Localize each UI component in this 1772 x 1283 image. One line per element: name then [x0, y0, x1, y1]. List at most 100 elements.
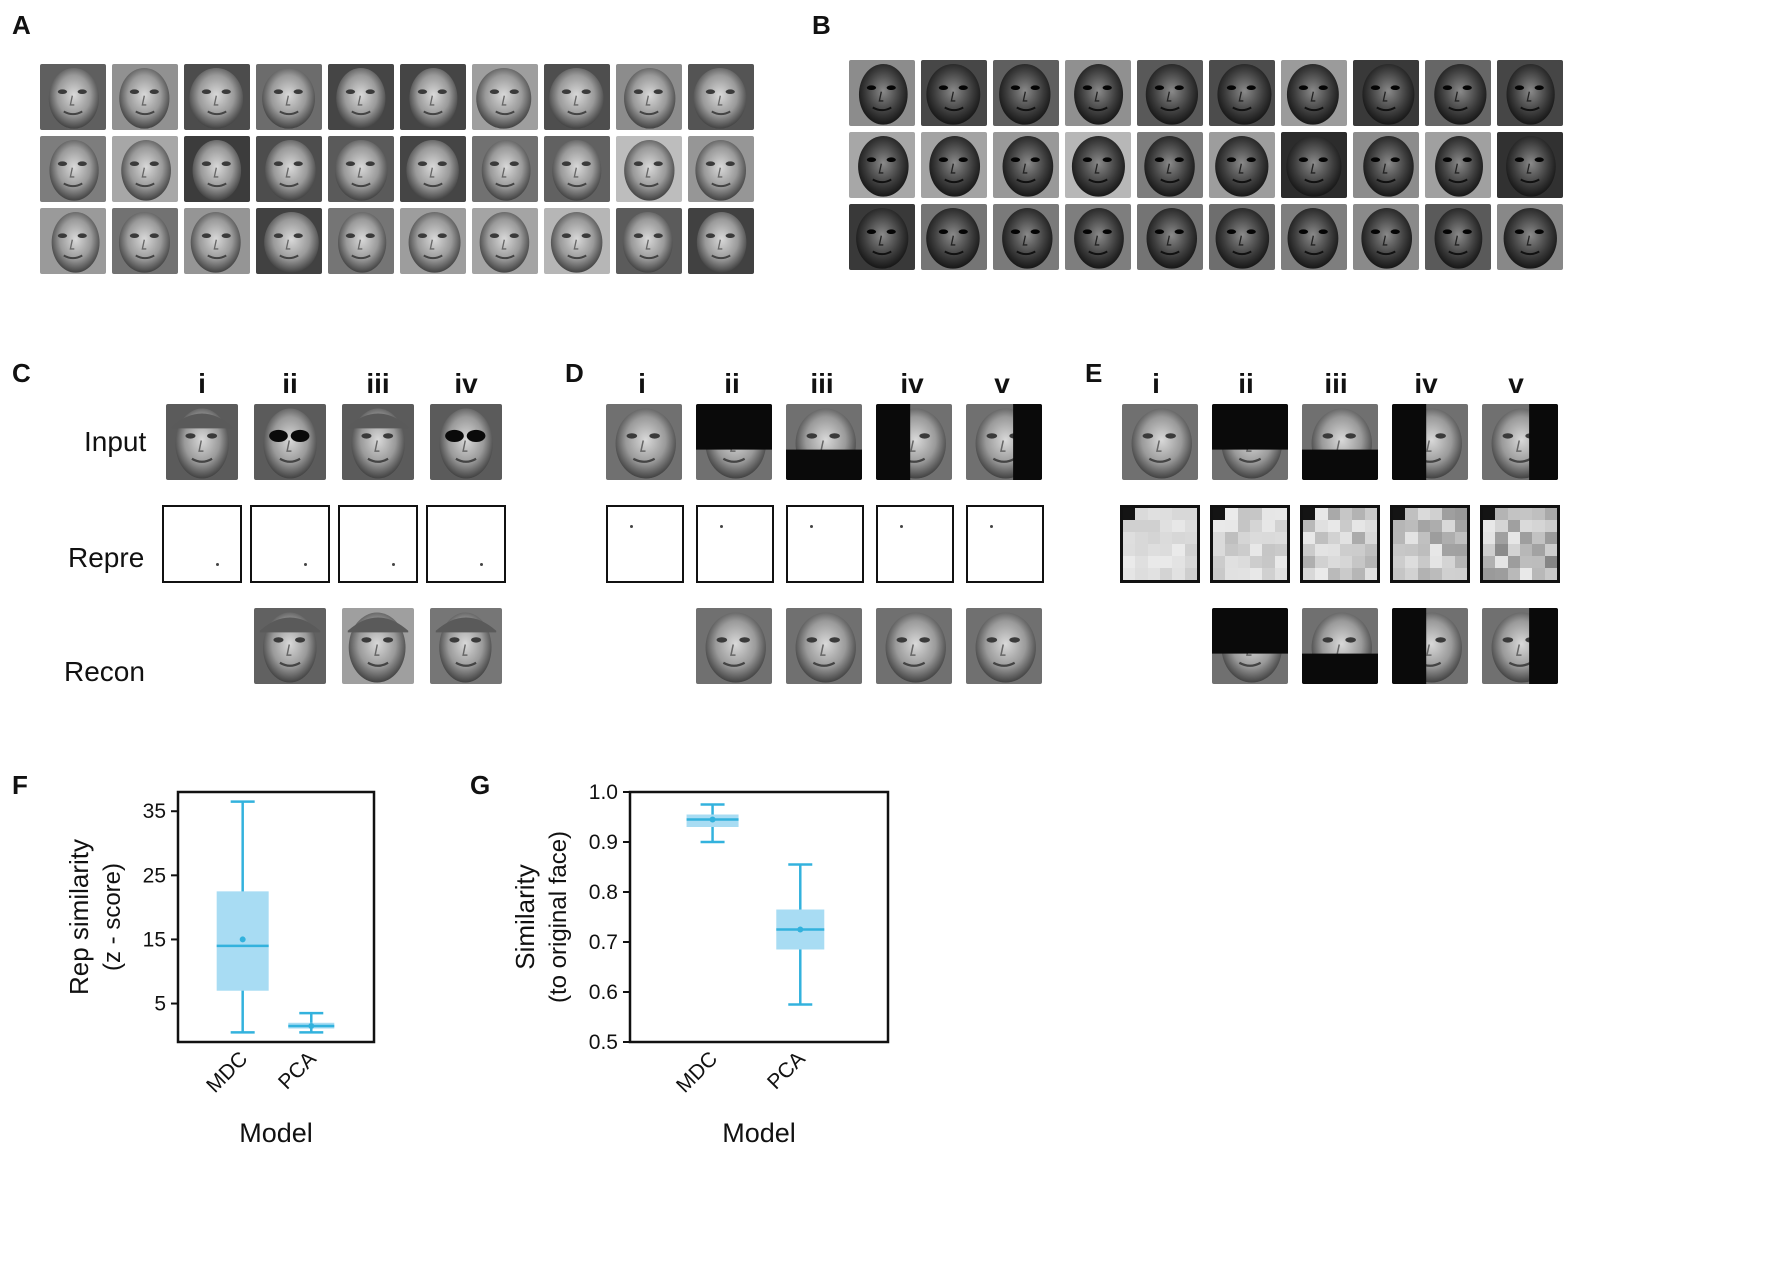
input-face: [876, 404, 952, 480]
panel-label-d: D: [565, 358, 584, 388]
panel-e-col-v: v: [1508, 368, 1524, 399]
panel-label-c: C: [12, 358, 31, 388]
representation-dot: [990, 525, 993, 528]
component-image: [1425, 60, 1491, 126]
representation-dot: [720, 525, 723, 528]
y-tick-label: 0.7: [589, 931, 618, 954]
panel-e-col-iv: iv: [1414, 368, 1438, 399]
face-image: [112, 136, 178, 202]
component-image: [1209, 204, 1275, 270]
face-image: [40, 64, 106, 130]
input-face: [1302, 404, 1378, 480]
representation-dot: [392, 563, 395, 566]
panel-label-g: G: [470, 770, 491, 800]
x-tick-label: MDC: [202, 1047, 252, 1097]
component-image: [1137, 132, 1203, 198]
input-face: [1122, 404, 1198, 480]
face-image: [400, 64, 466, 130]
representation-dot: [900, 525, 903, 528]
input-face: [786, 404, 862, 480]
face-image: [472, 136, 538, 202]
face-image: [400, 208, 466, 274]
panel-e-col-i: i: [1152, 368, 1160, 399]
component-image: [1209, 132, 1275, 198]
y-tick-label: 5: [154, 993, 166, 1016]
representation-dot: [216, 563, 219, 566]
panel-c-col-ii: ii: [282, 368, 298, 399]
face-image: [616, 64, 682, 130]
component-image: [1425, 132, 1491, 198]
representation-mosaic: [1210, 505, 1290, 583]
face-image: [184, 208, 250, 274]
component-image: [1497, 132, 1563, 198]
reconstructed-face: [1302, 608, 1378, 684]
reconstructed-face: [876, 608, 952, 684]
y-tick-label: 0.9: [589, 831, 618, 854]
reconstructed-face: [696, 608, 772, 684]
component-image: [921, 60, 987, 126]
input-face: [342, 404, 414, 480]
y-tick-label: 0.6: [589, 981, 618, 1004]
component-image: [1137, 60, 1203, 126]
component-image: [993, 60, 1059, 126]
face-image: [328, 136, 394, 202]
component-image: [1065, 204, 1131, 270]
reconstructed-face: [1212, 608, 1288, 684]
y-tick-label: 35: [143, 800, 166, 823]
x-tick-label: MDC: [672, 1047, 722, 1097]
component-image: [849, 132, 915, 198]
face-image: [256, 136, 322, 202]
panel-label-b: B: [812, 10, 831, 40]
representation-mosaic: [1300, 505, 1380, 583]
row-label-recon: Recon: [64, 656, 145, 687]
component-image: [921, 204, 987, 270]
face-image: [256, 208, 322, 274]
face-image: [544, 136, 610, 202]
reconstructed-face: [430, 608, 502, 684]
representation-box: [250, 505, 330, 583]
representation-box: [696, 505, 774, 583]
face-image: [184, 136, 250, 202]
face-image: [184, 64, 250, 130]
component-image: [1353, 60, 1419, 126]
component-image: [993, 204, 1059, 270]
reconstructed-face: [342, 608, 414, 684]
x-tick-label: PCA: [763, 1047, 810, 1094]
representation-dot: [480, 563, 483, 566]
representation-dot: [304, 563, 307, 566]
component-image: [1497, 204, 1563, 270]
panel-d-col-ii: ii: [724, 368, 740, 399]
reconstructed-face: [1392, 608, 1468, 684]
component-image: [849, 204, 915, 270]
component-image: [1281, 132, 1347, 198]
y-tick-label: 1.0: [589, 781, 618, 804]
component-image: [1353, 204, 1419, 270]
y-tick-label: 0.5: [589, 1031, 618, 1054]
component-image: [1065, 60, 1131, 126]
panel-c-col-i: i: [198, 368, 206, 399]
component-image: [1353, 132, 1419, 198]
input-face: [966, 404, 1042, 480]
representation-box: [426, 505, 506, 583]
chart-f: 5 15 25 35 MDC PCA Model Rep similarity (z - sco…: [64, 790, 376, 1148]
mean-marker: [239, 936, 246, 943]
plot-frame: [628, 790, 890, 1044]
input-face: [166, 404, 238, 480]
input-face: [1212, 404, 1288, 480]
component-image: [1425, 204, 1491, 270]
face-image: [40, 208, 106, 274]
component-image: [1281, 204, 1347, 270]
representation-box: [162, 505, 242, 583]
x-axis-label: Model: [239, 1118, 313, 1148]
panel-d-col-v: v: [994, 368, 1010, 399]
x-tick-label: PCA: [274, 1047, 321, 1094]
face-image: [616, 136, 682, 202]
panel-c-col-iv: iv: [454, 368, 478, 399]
mean-marker: [797, 926, 804, 933]
face-image: [112, 208, 178, 274]
input-face: [430, 404, 502, 480]
reconstructed-face: [1482, 608, 1558, 684]
face-image: [472, 208, 538, 274]
face-image: [616, 208, 682, 274]
representation-box: [966, 505, 1044, 583]
